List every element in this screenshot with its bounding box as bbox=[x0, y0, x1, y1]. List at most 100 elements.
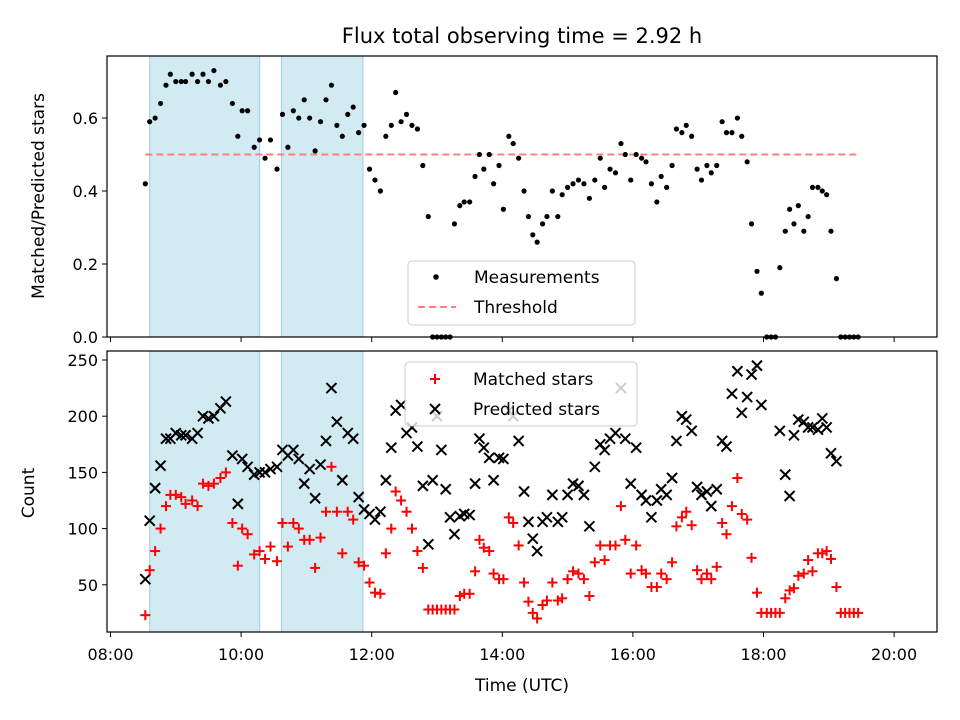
measurement-point bbox=[824, 192, 830, 198]
measurement-point bbox=[486, 151, 492, 158]
matched-star-marker bbox=[825, 553, 836, 564]
measurement-point bbox=[734, 115, 740, 121]
matched-star-marker bbox=[272, 556, 283, 567]
measurement-point bbox=[618, 140, 624, 147]
predicted-star-marker bbox=[731, 365, 744, 377]
matched-star-marker bbox=[817, 548, 828, 559]
predicted-star-marker bbox=[139, 573, 152, 585]
matched-star-marker bbox=[304, 534, 315, 545]
matched-star-marker bbox=[498, 574, 509, 585]
predicted-star-marker bbox=[651, 494, 663, 507]
predicted-star-marker bbox=[705, 500, 717, 512]
predicted-star-marker bbox=[347, 432, 359, 445]
measurement-point bbox=[451, 221, 458, 227]
measurement-point bbox=[694, 166, 700, 172]
y-tick-label: 0.6 bbox=[73, 109, 98, 128]
predicted-star-marker bbox=[320, 435, 332, 447]
measurement-point bbox=[496, 162, 502, 169]
predicted-star-marker bbox=[816, 412, 828, 425]
matched-star-marker bbox=[788, 583, 799, 594]
matched-star-marker bbox=[732, 473, 743, 484]
predicted-star-marker bbox=[143, 515, 156, 527]
predicted-star-marker bbox=[556, 511, 568, 524]
measurement-point bbox=[510, 140, 516, 147]
matched-star-marker bbox=[369, 587, 380, 598]
matched-star-marker bbox=[573, 568, 584, 579]
measurement-point bbox=[622, 151, 628, 158]
predicted-star-marker bbox=[426, 474, 439, 486]
measurement-point bbox=[787, 206, 793, 212]
measurement-point bbox=[815, 184, 821, 190]
measurement-point bbox=[398, 119, 404, 125]
matched-star-marker bbox=[676, 512, 687, 523]
predicted-star-marker bbox=[149, 482, 161, 494]
y-tick-label: 0.4 bbox=[73, 182, 98, 201]
measurement-point bbox=[643, 159, 649, 165]
measurement-point bbox=[296, 115, 302, 121]
measurement-point bbox=[205, 78, 212, 85]
predicted-star-marker bbox=[527, 533, 539, 545]
predicted-star-marker bbox=[175, 429, 187, 442]
measurement-point bbox=[163, 82, 169, 88]
matched-star-marker bbox=[364, 577, 375, 588]
matched-star-marker bbox=[150, 546, 161, 557]
measurement-point bbox=[239, 108, 245, 114]
matched-star-marker bbox=[527, 607, 538, 618]
predicted-star-marker bbox=[788, 429, 800, 442]
predicted-star-marker bbox=[439, 483, 452, 495]
measurement-point bbox=[570, 181, 576, 187]
matched-star-marker bbox=[353, 557, 364, 568]
predicted-star-marker bbox=[463, 509, 476, 521]
x-tick-label: 20:00 bbox=[871, 645, 917, 664]
predicted-star-marker bbox=[154, 459, 167, 472]
bottom-panel: 50 100 150 200 250 08:00 10:00 12:00 14:00 16:00… bbox=[19, 350, 938, 696]
measurement-point bbox=[669, 162, 675, 169]
predicted-star-marker bbox=[751, 359, 763, 372]
x-axis-label: Time (UTC) bbox=[474, 676, 569, 696]
matched-star-marker bbox=[249, 549, 260, 560]
x-tick-label: 16:00 bbox=[610, 645, 656, 664]
measurement-point bbox=[714, 162, 720, 169]
measurement-point bbox=[307, 115, 313, 121]
predicted-star-marker bbox=[745, 368, 758, 381]
top-legend: Measurements Threshold bbox=[407, 260, 636, 326]
measurement-point bbox=[679, 130, 685, 136]
measurement-point bbox=[828, 228, 834, 234]
measurement-point bbox=[801, 228, 807, 234]
matched-star-marker bbox=[780, 593, 791, 604]
matched-star-marker bbox=[260, 553, 271, 564]
matched-star-marker bbox=[667, 557, 678, 568]
measurement-point bbox=[521, 188, 527, 194]
matched-star-marker bbox=[454, 591, 465, 602]
predicted-star-marker bbox=[779, 468, 791, 481]
matched-star-marker bbox=[170, 489, 181, 500]
matched-star-marker bbox=[681, 506, 692, 517]
measurement-point bbox=[290, 108, 296, 114]
matched-star-marker bbox=[208, 478, 219, 489]
matched-star-marker bbox=[807, 566, 818, 577]
predicted-star-marker bbox=[680, 413, 692, 426]
y-tick-label: 150 bbox=[67, 463, 98, 482]
measurement-point bbox=[334, 122, 340, 128]
predicted-star-marker bbox=[726, 388, 738, 400]
matched-star-marker bbox=[237, 523, 248, 534]
predicted-star-marker bbox=[546, 489, 559, 501]
top-axes-frame bbox=[106, 55, 938, 338]
predicted-star-marker bbox=[309, 492, 321, 504]
matched-star-marker bbox=[640, 568, 651, 579]
predicted-star-marker bbox=[691, 481, 703, 493]
measurement-point bbox=[383, 133, 389, 139]
predicted-star-marker bbox=[369, 513, 381, 526]
matched-star-marker bbox=[220, 467, 231, 478]
measurement-point bbox=[257, 137, 263, 143]
predicted-star-marker bbox=[589, 461, 601, 473]
y-tick-label: 100 bbox=[67, 520, 98, 539]
matched-star-marker bbox=[803, 555, 814, 566]
measurement-point bbox=[366, 166, 373, 172]
predicted-star-marker bbox=[695, 489, 708, 501]
matched-star-marker bbox=[557, 593, 568, 604]
measurement-point bbox=[147, 119, 153, 125]
matched-star-marker bbox=[793, 570, 804, 581]
measurement-point bbox=[586, 195, 592, 201]
measurement-point bbox=[377, 188, 384, 194]
